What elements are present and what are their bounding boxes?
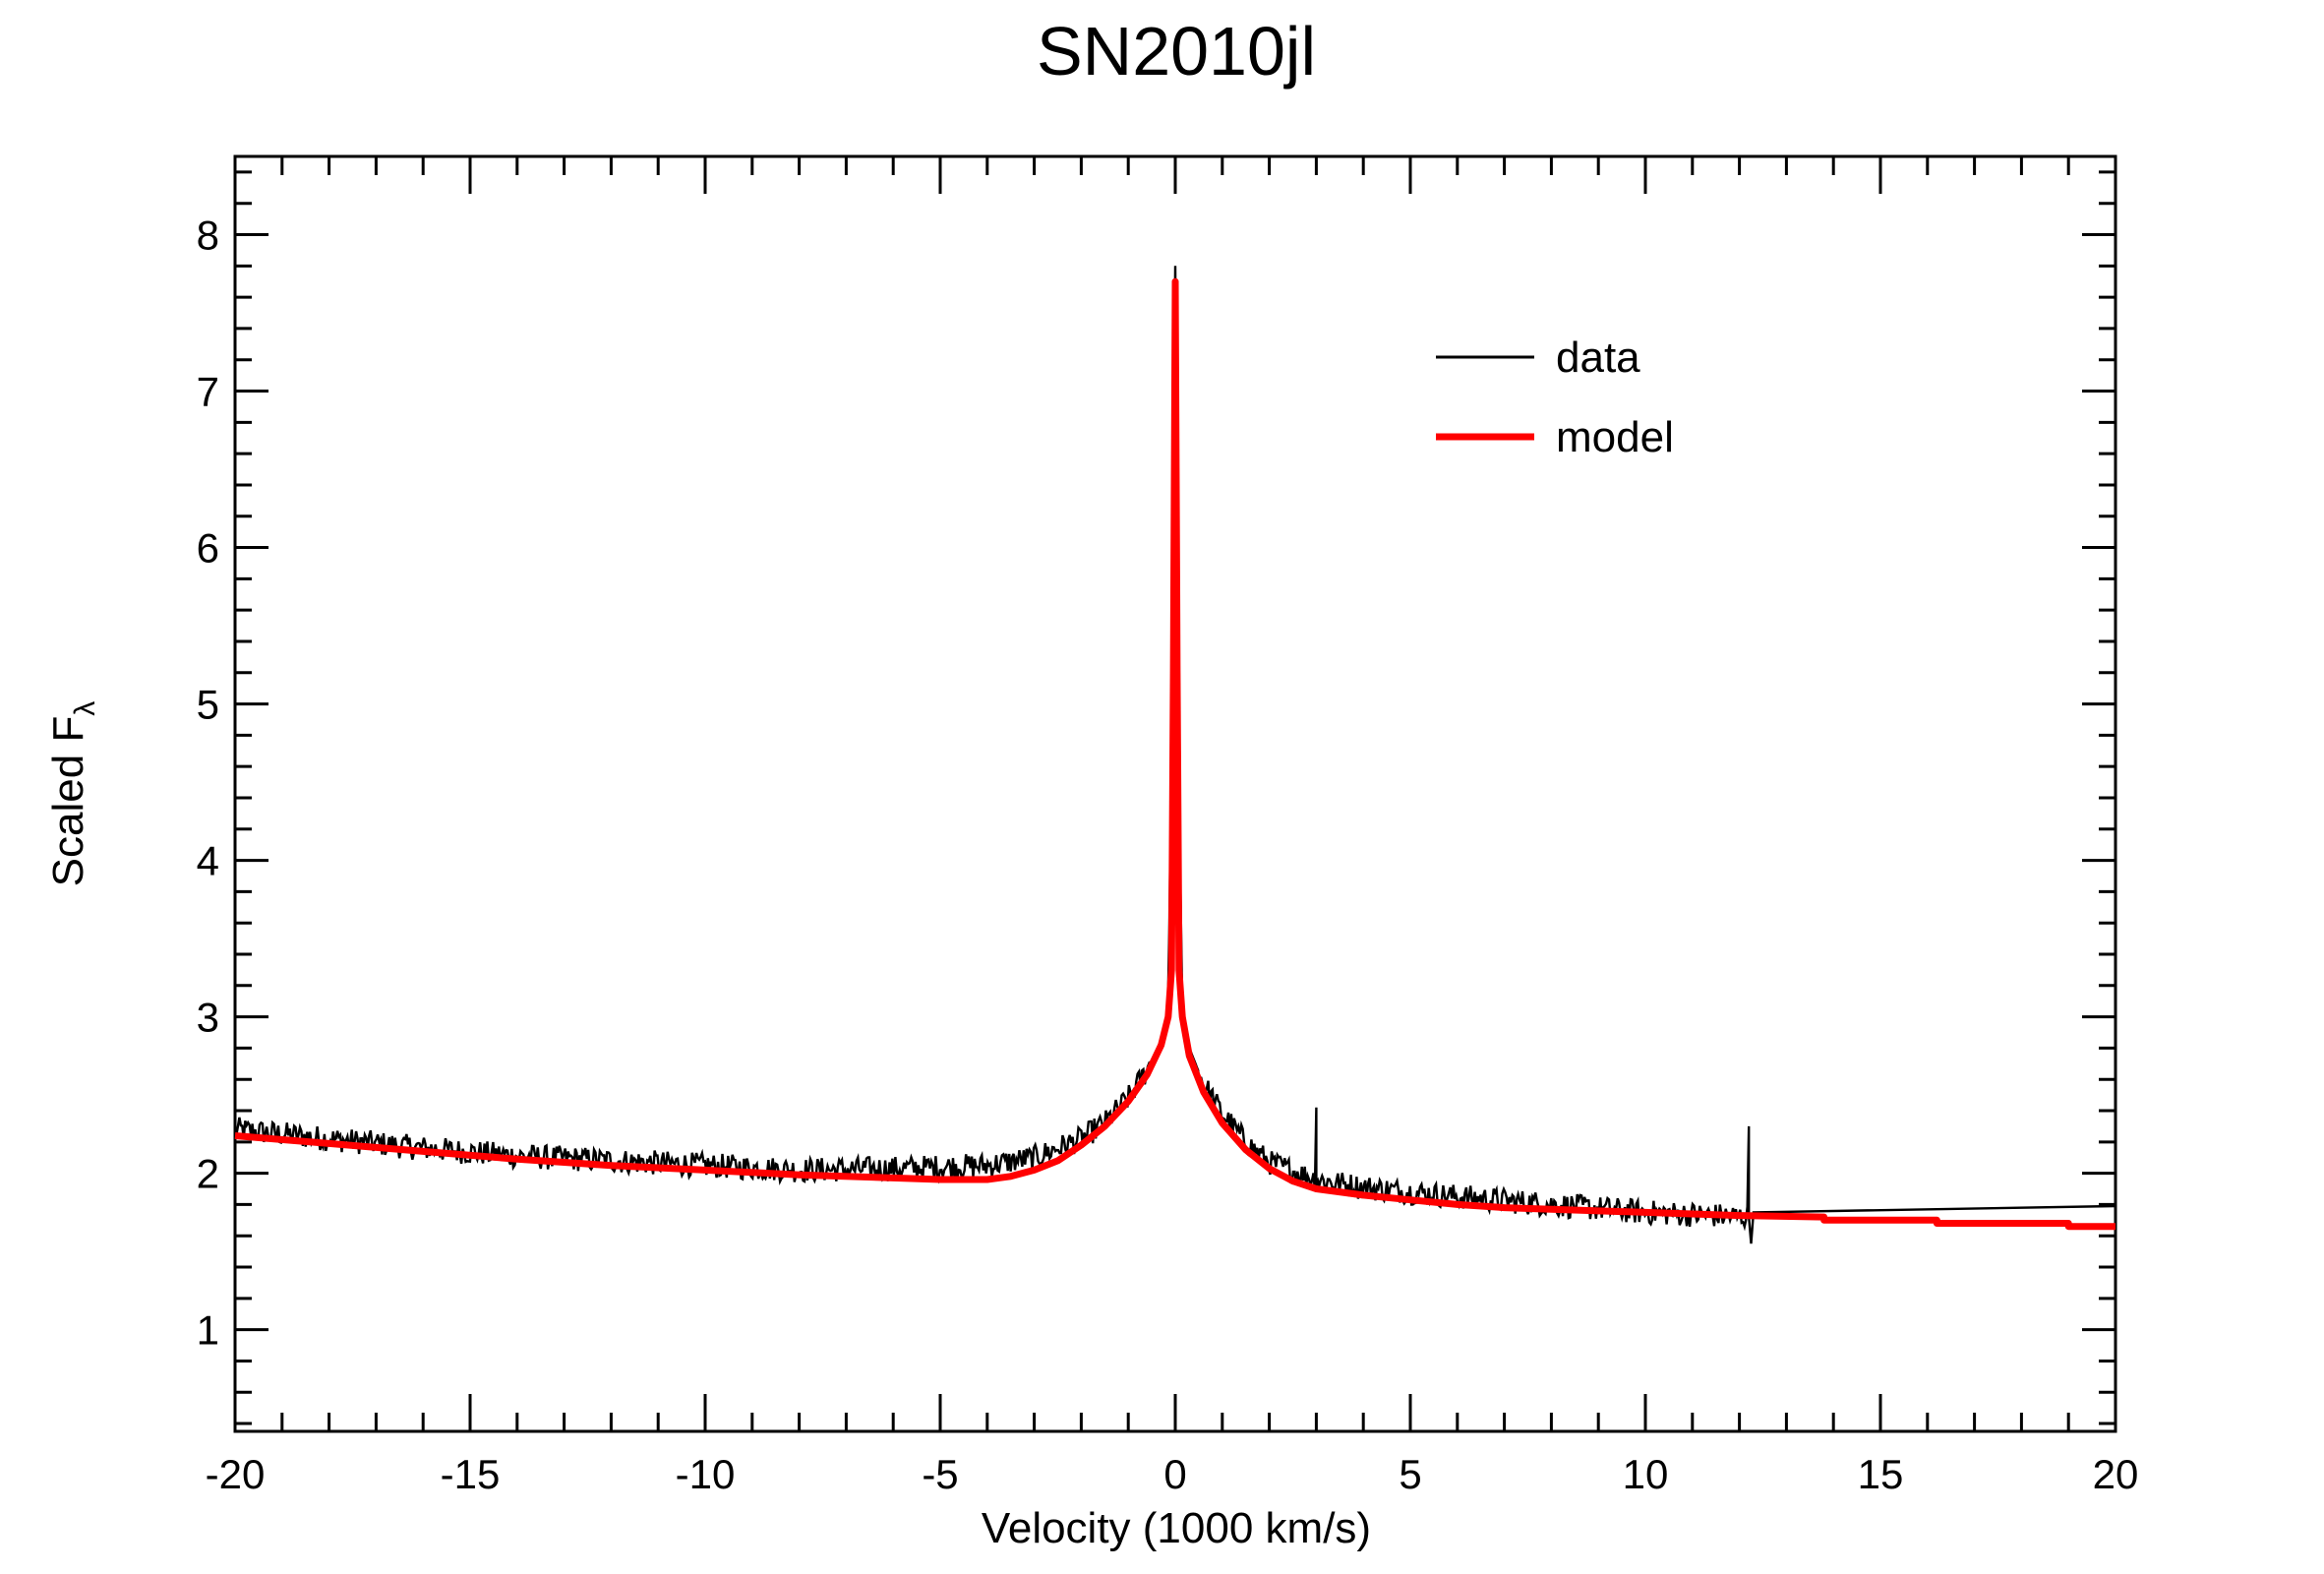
y-tick-label: 6: [197, 525, 219, 572]
y-axis-label: Scaled Fλ: [44, 701, 101, 887]
x-tick-label: 20: [2093, 1451, 2139, 1497]
legend: data model: [1436, 333, 1674, 461]
y-axis: 1 2 3 4 5 6 7 8: [197, 170, 2115, 1425]
x-axis-label: Velocity (1000 km/s): [982, 1504, 1371, 1552]
y-tick-label: 1: [197, 1307, 219, 1354]
x-tick-label: 5: [1399, 1451, 1421, 1497]
x-tick-label: -20: [206, 1451, 266, 1497]
legend-label-model: model: [1556, 413, 1674, 461]
x-tick-label: -10: [676, 1451, 736, 1497]
y-axis-label-main: Scaled F: [44, 716, 92, 887]
series-model-line: [234, 277, 2115, 1231]
x-tick-label: -5: [922, 1451, 958, 1497]
x-axis: -20 -15 -10 -5 0 5 10 15 20: [206, 156, 2139, 1497]
y-tick-label: 4: [197, 838, 219, 884]
y-tick-label: 2: [197, 1151, 219, 1197]
x-tick-label: 15: [1858, 1451, 1904, 1497]
chart-title: SN2010jl: [1037, 13, 1316, 90]
y-tick-label: 7: [197, 369, 219, 415]
y-tick-label: 8: [197, 212, 219, 259]
y-axis-label-subscript: λ: [69, 701, 101, 716]
x-tick-label: 10: [1623, 1451, 1669, 1497]
x-tick-label: 0: [1163, 1451, 1186, 1497]
svg-text:Scaled Fλ: Scaled Fλ: [44, 701, 101, 887]
legend-label-data: data: [1556, 333, 1640, 382]
y-tick-label: 3: [197, 995, 219, 1041]
series-layer: [233, 266, 2116, 1244]
y-tick-label: 5: [197, 682, 219, 728]
x-tick-label: -15: [441, 1451, 501, 1497]
